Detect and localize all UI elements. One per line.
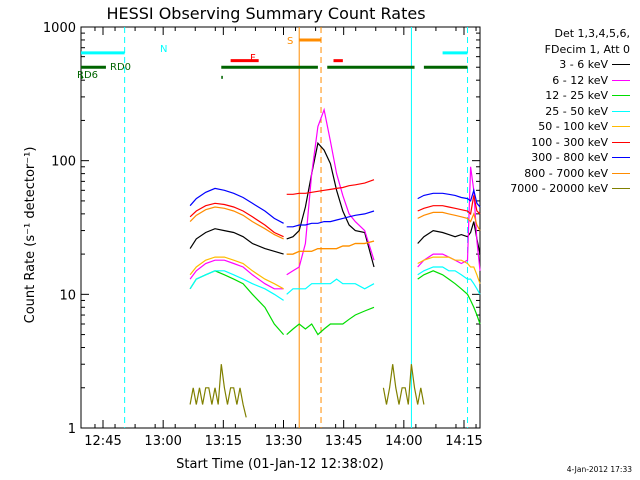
legend-label: 100 - 300 keV [531,135,608,149]
series-line [286,179,375,195]
timestamp: 4-Jan-2012 17:33 [566,465,632,474]
series-line [189,270,284,301]
legend-header: FDecim 1, Att 0 [544,42,630,56]
legend-label: 6 - 12 keV [552,73,608,87]
series-line [286,141,375,268]
series-line [189,270,285,335]
x-axis-label: Start Time (01-Jan-12 12:38:02) [176,457,384,472]
series-line [189,256,284,290]
series-line [189,259,284,290]
x-tick-label: 14:15 [445,434,482,449]
legend-entry: 100 - 300 keV [486,135,636,151]
series-line [417,266,481,295]
y-tick-label: 1 [68,422,76,437]
legend-entry: 300 - 800 keV [486,150,636,166]
legend-entry: 25 - 50 keV [486,104,636,120]
series-line [189,228,284,255]
series-line [286,240,375,255]
series-line [417,211,481,231]
series-line [189,202,284,238]
legend-label: 7000 - 20000 keV [510,182,608,195]
series-line [417,166,481,271]
series-line [417,256,481,284]
legend-swatch [612,79,630,81]
plot-area: 1 10 100 1000 12:45 13:00 13:15 13:30 13:45 14:00… [43,21,483,449]
status-label: F [250,53,256,64]
status-label: RD0 [110,62,131,73]
x-tick-label: 13:45 [325,434,362,449]
legend-label: 300 - 800 keV [531,151,608,164]
legend-label: 25 - 50 keV [545,104,608,118]
series-line [286,210,375,228]
series-line [417,270,481,325]
status-label: S [287,36,293,47]
x-tick-label: 13:00 [144,434,181,449]
status-label: N [160,44,167,55]
legend-swatch [612,172,630,174]
series-line [189,187,284,224]
y-axis-label: Count Rate (s⁻¹ detector⁻¹) [23,147,38,324]
legend-label: 800 - 7000 keV [524,166,608,180]
legend-header: Det 1,3,4,5,6, [554,27,630,40]
series-line [417,221,481,255]
legend-entry: 800 - 7000 keV [486,166,636,182]
legend-swatch [612,126,630,128]
legend-swatch [612,110,630,112]
y-tick-label: 10 [59,288,76,303]
series-line [286,306,375,336]
x-tick-label: 12:45 [84,434,121,449]
legend-entry: 7000 - 20000 keV [486,181,636,197]
legend-label: 50 - 100 keV [538,120,608,133]
legend-entry: 6 - 12 keV [486,73,636,89]
x-tick-label: 13:15 [205,434,242,449]
legend-entry: 50 - 100 keV [486,119,636,135]
legend-swatch [612,141,630,143]
legend-swatch [612,157,630,159]
series-line [382,364,425,405]
legend-swatch [612,64,630,66]
legend-entry: 3 - 6 keV [486,57,636,73]
legend-entry: 12 - 25 keV [486,88,636,104]
series-line [286,107,375,276]
y-tick-label: 100 [51,155,76,170]
legend-swatch [612,188,630,190]
series-line [417,195,481,216]
legend: Det 1,3,4,5,6, FDecim 1, Att 0 3 - 6 keV 6 … [486,26,636,197]
chart-title: HESSI Observing Summary Count Rates [106,4,425,23]
legend-swatch [612,95,630,97]
series-line [417,187,481,208]
legend-label: 12 - 25 keV [545,89,608,102]
y-tick-label: 1000 [43,21,76,36]
series-line [286,278,375,295]
x-tick-label: 13:30 [265,434,302,449]
plot-frame [80,26,481,429]
x-tick-label: 14:00 [385,434,422,449]
legend-label: 3 - 6 keV [559,58,608,71]
series-line [189,364,247,418]
series-line [189,206,284,240]
status-label: RD6 [77,70,98,81]
